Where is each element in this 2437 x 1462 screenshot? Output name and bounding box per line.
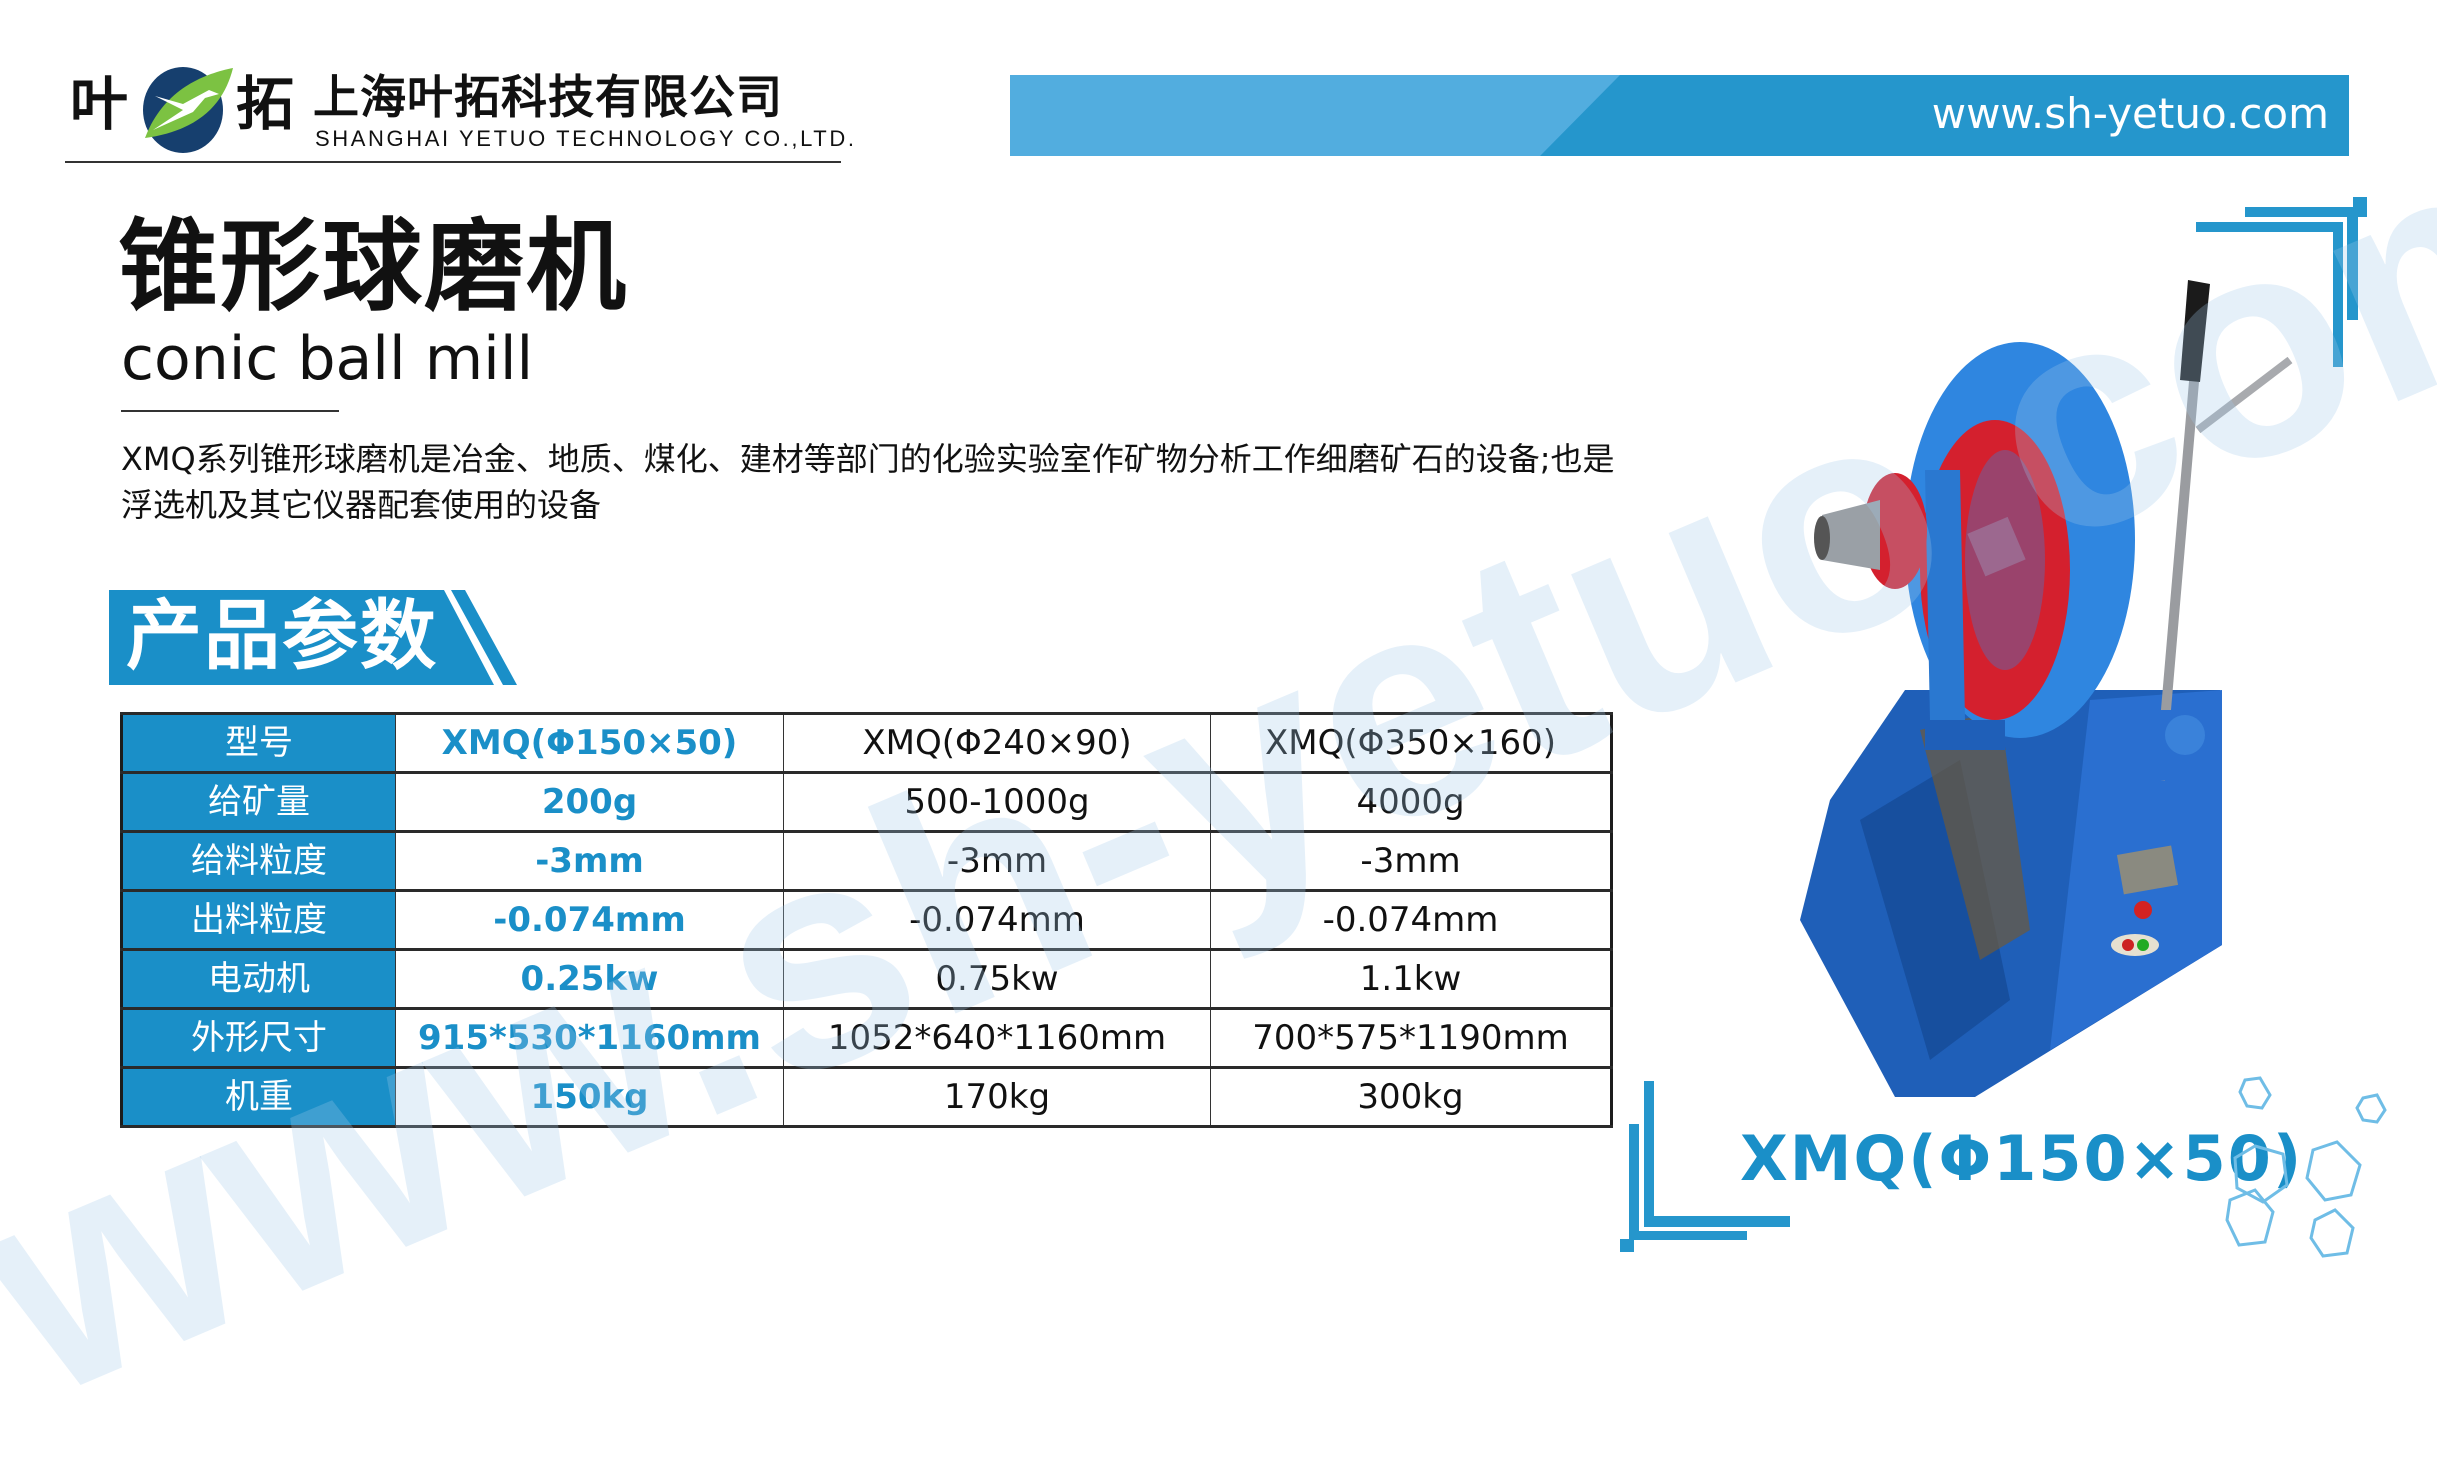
table-cell: -3mm — [395, 830, 784, 892]
logo-char-tuo: 拓 — [236, 70, 295, 138]
table-cell: XMQ(Φ240×90) — [783, 712, 1211, 774]
table-cell: 4000g — [1210, 771, 1612, 833]
table-cell: 700*575*1190mm — [1210, 1007, 1612, 1069]
table-cell: 150kg — [395, 1066, 784, 1128]
params-heading-banner — [109, 590, 517, 685]
row-label: 外形尺寸 — [121, 1007, 396, 1069]
params-heading: 产品参数 — [126, 591, 438, 680]
table-row: 机重 150kg 170kg 300kg — [121, 1066, 1612, 1128]
table-row: 电动机 0.25kw 0.75kw 1.1kw — [121, 948, 1612, 1010]
product-title-en: conic ball mill — [121, 324, 534, 394]
table-row: 给矿量 200g 500-1000g 4000g — [121, 771, 1612, 833]
machine-photo — [1800, 280, 2293, 1097]
table-row: 出料粒度 -0.074mm -0.074mm -0.074mm — [121, 889, 1612, 951]
title-divider — [121, 410, 339, 412]
website-banner: www.sh-yetuo.com — [1010, 75, 2349, 156]
row-label: 电动机 — [121, 948, 396, 1010]
table-cell: 1052*640*1160mm — [783, 1007, 1211, 1069]
product-title-cn: 锥形球磨机 — [118, 208, 628, 325]
table-cell: 0.75kw — [783, 948, 1211, 1010]
table-cell: 170kg — [783, 1066, 1211, 1128]
table-row: 给料粒度 -3mm -3mm -3mm — [121, 830, 1612, 892]
table-cell: -0.074mm — [783, 889, 1211, 951]
logo-char-ye: 叶 — [70, 70, 129, 138]
table-cell: XMQ(Φ150×50) — [395, 712, 784, 774]
logo-leaf-bird-icon — [143, 67, 233, 153]
row-label: 出料粒度 — [121, 889, 396, 951]
product-description: XMQ系列锥形球磨机是冶金、地质、煤化、建材等部门的化验实验室作矿物分析工作细磨… — [121, 440, 1615, 524]
row-label: 型号 — [121, 712, 396, 774]
table-cell: -3mm — [783, 830, 1211, 892]
table-cell: 300kg — [1210, 1066, 1612, 1128]
hexagon-decoration-icon — [2225, 1076, 2387, 1258]
company-name-cn: 上海叶拓科技有限公司 — [313, 70, 783, 124]
table-cell: -0.074mm — [395, 889, 784, 951]
table-cell: 1.1kw — [1210, 948, 1612, 1010]
row-label: 给料粒度 — [121, 830, 396, 892]
table-cell: 0.25kw — [395, 948, 784, 1010]
corner-bracket-icon — [2196, 197, 2367, 367]
table-cell: 915*530*1160mm — [395, 1007, 784, 1069]
company-name-en: SHANGHAI YETUO TECHNOLOGY CO.,LTD. — [315, 126, 857, 151]
corner-bracket-icon — [1620, 1081, 1790, 1252]
table-cell: 200g — [395, 771, 784, 833]
table-cell: XMQ(Φ350×160) — [1210, 712, 1612, 774]
row-label: 给矿量 — [121, 771, 396, 833]
header-divider — [65, 161, 841, 163]
website-url[interactable]: www.sh-yetuo.com — [1931, 89, 2329, 138]
spec-table: 型号 XMQ(Φ150×50) XMQ(Φ240×90) XMQ(Φ350×160) 给… — [120, 712, 1613, 1128]
table-cell: -3mm — [1210, 830, 1612, 892]
table-cell: -0.074mm — [1210, 889, 1612, 951]
table-cell: 500-1000g — [783, 771, 1211, 833]
banner-light-segment — [1010, 75, 1620, 156]
row-label: 机重 — [121, 1066, 396, 1128]
featured-model-caption: XMQ(Φ150×50) — [1740, 1122, 2304, 1195]
table-row: 外形尺寸 915*530*1160mm 1052*640*1160mm 700*575… — [121, 1007, 1612, 1069]
table-row: 型号 XMQ(Φ150×50) XMQ(Φ240×90) XMQ(Φ350×160) — [121, 712, 1612, 774]
